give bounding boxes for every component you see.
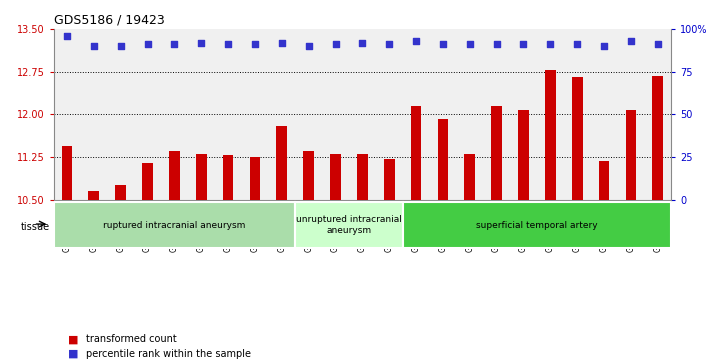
Bar	[464, 154, 475, 200]
Bar	[545, 70, 555, 200]
Point	[491, 41, 503, 47]
Bar	[598, 161, 609, 200]
Bar	[61, 146, 72, 200]
Bar	[518, 110, 529, 200]
Point	[88, 43, 99, 49]
Point	[330, 41, 341, 47]
Bar	[572, 77, 583, 200]
Point	[545, 41, 556, 47]
Text: percentile rank within the sample: percentile rank within the sample	[86, 349, 251, 359]
Point	[411, 38, 422, 44]
Point	[276, 40, 288, 46]
Point	[169, 41, 180, 47]
Bar	[196, 154, 206, 200]
Point	[464, 41, 476, 47]
Point	[518, 41, 529, 47]
Bar	[250, 157, 261, 200]
Bar	[223, 155, 233, 200]
Point	[571, 41, 583, 47]
Bar	[89, 191, 99, 200]
Text: unruptured intracranial
aneurysm: unruptured intracranial aneurysm	[296, 215, 402, 235]
Bar	[653, 76, 663, 200]
Text: ■: ■	[68, 349, 79, 359]
Point	[383, 41, 395, 47]
Point	[357, 40, 368, 46]
Point	[303, 43, 314, 49]
Text: tissue: tissue	[21, 222, 50, 232]
Bar	[276, 126, 287, 200]
Text: transformed count: transformed count	[86, 334, 176, 344]
Bar	[169, 151, 180, 200]
Text: superficial temporal artery: superficial temporal artery	[476, 221, 598, 229]
Bar	[142, 163, 153, 200]
Point	[115, 43, 126, 49]
Bar	[491, 106, 502, 200]
Bar	[403, 202, 671, 248]
Point	[598, 43, 610, 49]
Point	[142, 41, 154, 47]
Bar	[303, 151, 314, 200]
Bar	[295, 202, 403, 248]
Point	[625, 38, 637, 44]
Point	[652, 41, 663, 47]
Bar	[411, 106, 421, 200]
Bar	[438, 119, 448, 200]
Bar	[357, 154, 368, 200]
Bar	[116, 185, 126, 200]
Bar	[54, 202, 295, 248]
Text: ruptured intracranial aneurysm: ruptured intracranial aneurysm	[104, 221, 246, 229]
Point	[437, 41, 448, 47]
Point	[249, 41, 261, 47]
Bar	[384, 159, 395, 200]
Point	[196, 40, 207, 46]
Bar	[625, 110, 636, 200]
Text: ■: ■	[68, 334, 79, 344]
Text: GDS5186 / 19423: GDS5186 / 19423	[54, 13, 164, 26]
Point	[61, 33, 73, 39]
Point	[222, 41, 233, 47]
Bar	[330, 154, 341, 200]
